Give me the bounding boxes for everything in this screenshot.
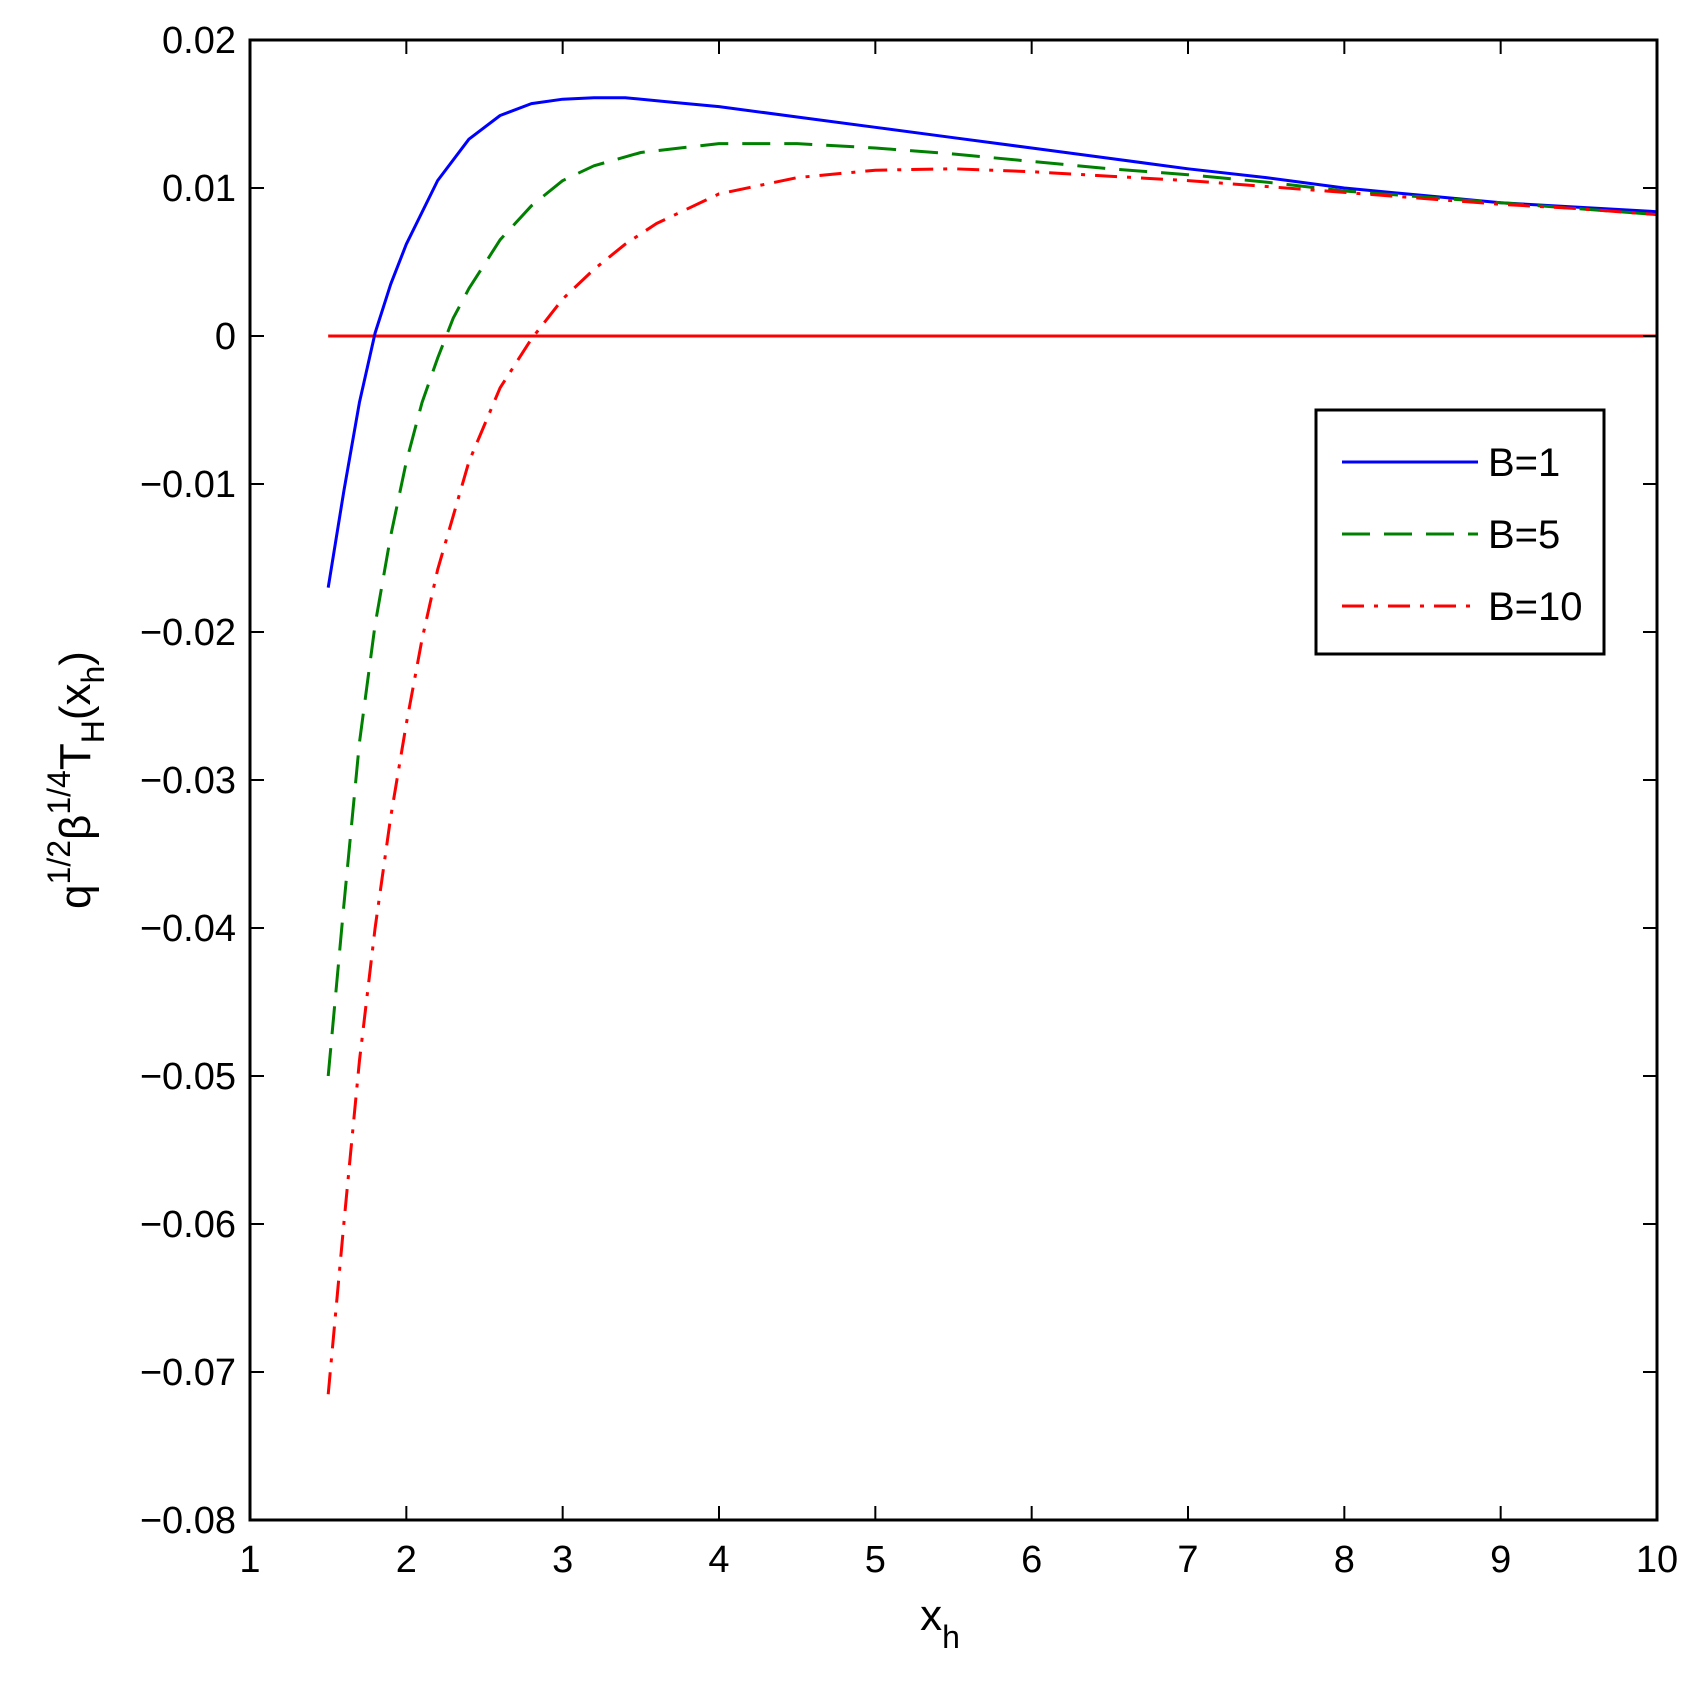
y-tick-label: −0.07 bbox=[140, 1352, 236, 1394]
x-tick-label: 1 bbox=[239, 1539, 260, 1581]
y-tick-label: −0.03 bbox=[140, 760, 236, 802]
y-tick-label: −0.01 bbox=[140, 464, 236, 506]
x-tick-label: 7 bbox=[1177, 1539, 1198, 1581]
plot-lines bbox=[326, 96, 1658, 1395]
y-title-beta-exp: 1/4 bbox=[41, 770, 77, 814]
x-tick-label: 6 bbox=[1021, 1539, 1042, 1581]
y-title-close: ) bbox=[51, 651, 100, 666]
x-axis-title: xh bbox=[920, 1591, 960, 1655]
legend-label-b10: B=10 bbox=[1488, 585, 1583, 629]
y-tick-label: −0.04 bbox=[140, 908, 236, 950]
y-tick-label: −0.08 bbox=[140, 1500, 236, 1542]
x-tick-label: 2 bbox=[396, 1539, 417, 1581]
x-tick-label: 10 bbox=[1636, 1539, 1678, 1581]
series-line-b1 bbox=[326, 96, 1658, 588]
y-title-open: (x bbox=[51, 684, 100, 721]
y-title-q-exp: 1/2 bbox=[41, 840, 77, 884]
y-title-T-sub: H bbox=[75, 720, 111, 743]
y-tick-label: 0.01 bbox=[162, 168, 236, 210]
legend: B=1 B=5 B=10 bbox=[1314, 408, 1606, 656]
x-axis-title-main: x bbox=[920, 1591, 942, 1640]
y-axis-title: q1/2β1/4TH(xh) bbox=[41, 651, 111, 909]
x-tick-label: 8 bbox=[1334, 1539, 1355, 1581]
y-title-T: T bbox=[51, 743, 100, 770]
legend-label-b5: B=5 bbox=[1488, 513, 1560, 557]
y-tick-label: 0.02 bbox=[162, 20, 236, 62]
y-title-beta: β bbox=[51, 815, 100, 840]
tick-labels: 1 2 3 4 5 6 7 8 9 10 0.02 0.01 0 −0.01 −0.02 −0.03 −0.04… bbox=[140, 20, 1678, 1581]
x-axis-title-sub: h bbox=[942, 1619, 960, 1655]
y-tick-label: −0.06 bbox=[140, 1204, 236, 1246]
y-tick-label: −0.02 bbox=[140, 612, 236, 654]
legend-label-b1: B=1 bbox=[1488, 441, 1560, 485]
x-tick-label: 3 bbox=[552, 1539, 573, 1581]
y-title-x-sub: h bbox=[75, 666, 111, 684]
y-tick-label: −0.05 bbox=[140, 1056, 236, 1098]
y-tick-label: 0 bbox=[215, 316, 236, 358]
y-title-q: q bbox=[51, 884, 100, 908]
plot-frame bbox=[248, 38, 1659, 1522]
series-line-b5 bbox=[326, 142, 1658, 1077]
x-tick-label: 5 bbox=[865, 1539, 886, 1581]
legend-box bbox=[1314, 408, 1606, 656]
x-tick-label: 9 bbox=[1490, 1539, 1511, 1581]
x-tick-label: 4 bbox=[708, 1539, 729, 1581]
